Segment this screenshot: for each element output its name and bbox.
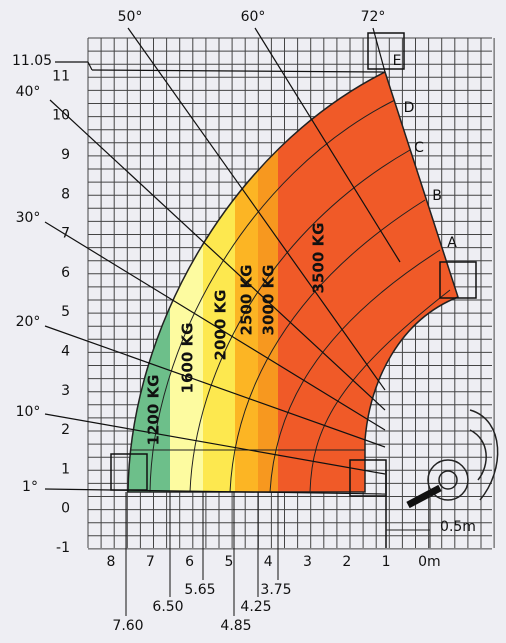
y-label: 10 — [52, 108, 70, 124]
angle-label: 40° — [16, 84, 41, 100]
load-label: 2500 KG — [238, 265, 256, 336]
reach-label: 4.85 — [220, 618, 251, 634]
angle-label: 20° — [16, 314, 41, 330]
angle-lines — [44, 27, 401, 495]
angle-label: 1° — [22, 479, 38, 495]
reach-label: 5.65 — [184, 582, 215, 598]
angle-label: 30° — [16, 210, 41, 226]
scale-label: 0.5m — [440, 519, 476, 535]
angle-label: 72° — [361, 9, 386, 25]
x-label: 1 — [382, 554, 391, 570]
angle-label: 10° — [16, 404, 41, 420]
attachment-boxes — [110, 32, 477, 548]
y-label: -1 — [56, 540, 70, 556]
x-label: 6 — [185, 554, 194, 570]
boom-position: E — [393, 53, 402, 69]
load-label: 1200 KG — [145, 375, 163, 446]
angle-label: 60° — [241, 9, 266, 25]
x-label: 4 — [264, 554, 273, 570]
boom-position: B — [432, 188, 442, 204]
x-label: 7 — [146, 554, 155, 570]
x-label: 3 — [303, 554, 312, 570]
load-label: 1600 KG — [179, 323, 197, 394]
machine — [386, 409, 499, 548]
y-label: 1 — [61, 461, 70, 477]
reach-label: 3.75 — [260, 582, 291, 598]
y-label: 9 — [61, 147, 70, 163]
boom-position: C — [414, 140, 424, 156]
reach-label: 4.25 — [240, 599, 271, 615]
reach-label: 7.60 — [112, 618, 143, 634]
angle-label: 50° — [118, 9, 143, 25]
y-label: 8 — [61, 186, 70, 202]
load-label: 2000 KG — [212, 290, 230, 361]
x-label: 0m — [418, 554, 441, 570]
x-label: 2 — [342, 554, 351, 570]
y-label: 3 — [61, 383, 70, 399]
y-label: 11 — [52, 68, 70, 84]
y-label: 6 — [61, 265, 70, 281]
max-height: 11.05 — [12, 53, 52, 69]
y-label: 4 — [61, 344, 70, 360]
y-label: 2 — [61, 422, 70, 438]
y-label: 0 — [61, 501, 70, 517]
x-label: 8 — [107, 554, 116, 570]
y-label: 5 — [61, 304, 70, 320]
y-label: 7 — [61, 226, 70, 242]
load-label: 3500 KG — [310, 223, 328, 294]
boom-position: D — [404, 100, 415, 116]
load-label: 3000 KG — [260, 265, 278, 336]
x-label: 5 — [224, 554, 233, 570]
reach-label: 6.50 — [152, 599, 183, 615]
boom-position: A — [447, 235, 457, 251]
